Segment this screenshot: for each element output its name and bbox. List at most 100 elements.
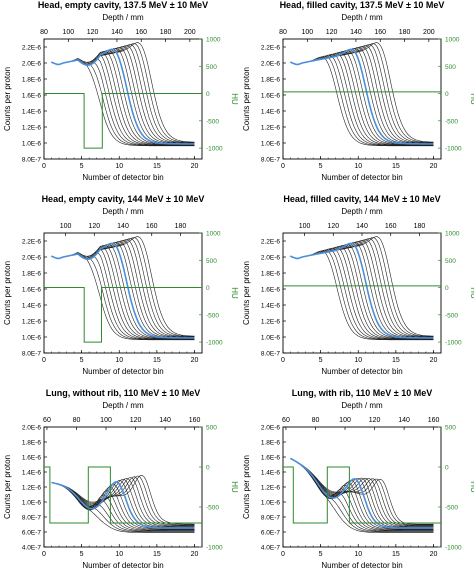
y-axis-label: Counts per proton [3, 455, 12, 519]
x-tick-label: 5 [80, 551, 84, 558]
x-tick-label: 10 [354, 357, 362, 364]
y-tick-label: 8.0E-7 [261, 351, 281, 358]
profile-curve [51, 239, 195, 338]
y-tick-label: 1.6E-6 [261, 93, 281, 100]
y-tick-label: 2.0E-6 [261, 425, 281, 432]
y-tick-label: 6.0E-7 [261, 530, 281, 537]
y-tick-label: 1.4E-6 [261, 470, 281, 477]
highlight-curve [51, 242, 195, 339]
profile-curve [51, 245, 195, 339]
highlight-curve [51, 481, 195, 529]
top-tick-label: 80 [73, 417, 81, 424]
y-axis-label: Counts per proton [242, 455, 251, 519]
top-axis-label: Depth / mm [102, 207, 144, 216]
y-tick-label: 1.8E-6 [22, 77, 42, 84]
profile-curve [290, 248, 434, 340]
x-tick-label: 0 [42, 551, 46, 558]
profile-curve [290, 48, 434, 144]
highlight-curve [290, 48, 434, 145]
hu-tick-label: -1000 [445, 146, 462, 153]
hu-axis-label: HU [230, 481, 239, 493]
hu-tick-label: -500 [445, 118, 458, 125]
curves [44, 236, 202, 343]
y-tick-label: 6.0E-7 [22, 530, 42, 537]
profile-curve [290, 49, 434, 145]
top-tick-label: 180 [414, 223, 426, 230]
hu-tick-label: -1000 [206, 340, 223, 347]
y-tick-label: 1.0E-6 [261, 500, 281, 507]
chart-title: Head, empty cavity, 144 MeV ± 10 MeV [42, 194, 205, 204]
x-tick-label: 20 [191, 163, 199, 170]
top-tick-label: 120 [87, 29, 99, 36]
x-tick-label: 15 [153, 163, 161, 170]
x-tick-label: 10 [354, 163, 362, 170]
y-tick-label: 1.6E-6 [22, 455, 42, 462]
y-axis-label: Counts per proton [242, 67, 251, 131]
top-tick-label: 140 [117, 223, 129, 230]
y-tick-label: 1.2E-6 [22, 319, 42, 326]
profile-curve [290, 242, 434, 338]
x-tick-label: 0 [281, 551, 285, 558]
y-tick-label: 8.0E-7 [22, 351, 42, 358]
y-tick-label: 1.4E-6 [22, 470, 42, 477]
y-tick-label: 1.8E-6 [22, 440, 42, 447]
hu-tick-label: 500 [206, 258, 217, 265]
x-tick-label: 5 [319, 551, 323, 558]
top-tick-label: 200 [184, 29, 196, 36]
hu-tick-label: 500 [445, 258, 456, 265]
y-tick-label: 2.0E-6 [22, 61, 42, 68]
x-tick-label: 20 [430, 551, 438, 558]
plot-frame [43, 232, 203, 354]
hu-tick-label: -500 [206, 118, 219, 125]
profile-curve [290, 243, 434, 339]
top-tick-label: 60 [282, 417, 290, 424]
profile-curve [51, 51, 195, 145]
x-tick-label: 15 [153, 551, 161, 558]
profile-curve [290, 45, 434, 144]
top-tick-label: 100 [100, 417, 112, 424]
top-tick-label: 140 [356, 223, 368, 230]
top-tick-label: 100 [62, 29, 74, 36]
top-axis-label: Depth / mm [341, 207, 383, 216]
y-tick-label: 2.2E-6 [261, 45, 281, 52]
profile-curve [51, 48, 195, 144]
chart-panel-4: Head, filled cavity, 144 MeV ± 10 MeV Dep… [242, 194, 474, 376]
hu-tick-label: 1000 [206, 37, 221, 44]
curves [283, 236, 441, 341]
x-tick-label: 5 [319, 163, 323, 170]
top-tick-label: 140 [398, 417, 410, 424]
top-tick-label: 160 [428, 417, 440, 424]
profile-curve [290, 458, 434, 533]
hu-profile-line [283, 466, 441, 524]
y-tick-label: 1.8E-6 [261, 440, 281, 447]
x-tick-label: 0 [42, 357, 46, 364]
top-tick-label: 120 [130, 417, 142, 424]
top-tick-label: 80 [40, 29, 48, 36]
curves [283, 42, 441, 147]
curves [283, 457, 441, 533]
x-axis-label: Number of detector bin [82, 173, 163, 182]
profile-curve [51, 482, 195, 530]
profile-curve [51, 50, 195, 145]
y-tick-label: 4.0E-7 [22, 545, 42, 552]
hu-tick-label: -1000 [445, 545, 462, 552]
chart-panel-6: Lung, with rib, 110 MeV ± 10 MeV Depth / … [242, 388, 474, 570]
y-tick-label: 1.0E-6 [261, 141, 281, 148]
top-tick-label: 140 [159, 417, 171, 424]
top-tick-label: 160 [135, 29, 147, 36]
top-tick-label: 120 [369, 417, 381, 424]
profile-curve [290, 51, 434, 145]
plot-frame [282, 232, 442, 354]
top-tick-label: 100 [339, 417, 351, 424]
top-tick-label: 100 [60, 223, 72, 230]
hu-tick-label: 500 [206, 425, 217, 432]
top-axis-label: Depth / mm [341, 13, 383, 22]
chart-panel-2: Head, filled cavity, 137.5 MeV ± 10 MeV D… [242, 0, 474, 182]
x-axis-label: Number of detector bin [321, 561, 402, 569]
profile-curve [51, 54, 195, 146]
top-tick-label: 120 [326, 29, 338, 36]
y-tick-label: 2.0E-6 [261, 255, 281, 262]
x-tick-label: 10 [115, 163, 123, 170]
profile-curve [51, 241, 195, 338]
